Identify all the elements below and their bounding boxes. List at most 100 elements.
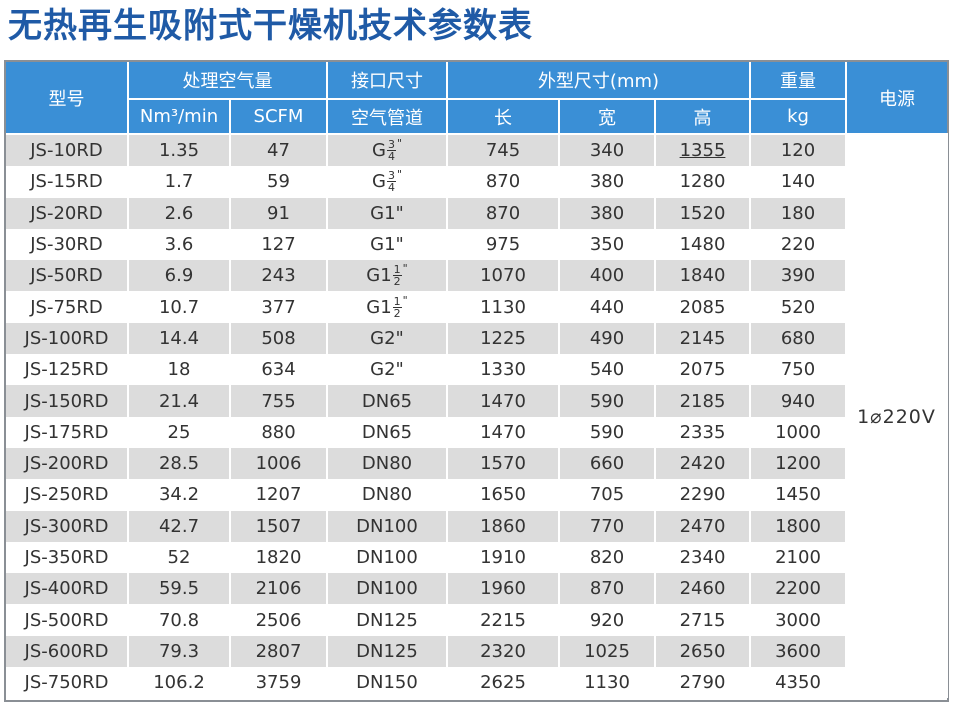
- header-port-size: 接口尺寸: [327, 62, 448, 100]
- cell-model-value: JS-175RD: [24, 421, 109, 443]
- cell-scfm-value: 2807: [255, 640, 302, 662]
- cell-width-value: 705: [589, 484, 625, 506]
- cell-port: DN65: [327, 416, 448, 448]
- cell-length: 2215: [447, 604, 560, 636]
- cell-height: 1355: [655, 134, 751, 167]
- cell-model: JS-500RD: [6, 604, 129, 636]
- cell-width-value: 590: [589, 390, 625, 412]
- cell-nm3: 106.2: [128, 667, 231, 699]
- table-row: JS-500RD 70.8 2506 DN125 2215 920 2715 3000: [6, 604, 947, 636]
- cell-width-value: 1025: [584, 640, 630, 662]
- cell-width: 490: [559, 322, 656, 355]
- cell-nm3-value: 28.5: [158, 453, 200, 475]
- cell-scfm: 508: [230, 322, 328, 355]
- cell-nm3-value: 59.5: [158, 578, 200, 600]
- cell-height: 2085: [655, 291, 751, 323]
- cell-model-value: JS-750RD: [24, 672, 109, 694]
- cell-length: 1650: [447, 479, 560, 511]
- table-row: JS-50RD 6.9 243 G1 1 2 " 1070 400 1840 390: [6, 260, 947, 292]
- cell-length-value: 1470: [480, 421, 526, 443]
- cell-port: DN125: [327, 635, 448, 668]
- cell-model-value: JS-10RD: [30, 140, 103, 162]
- cell-scfm: 2106: [230, 573, 328, 605]
- cell-port-value: G2": [370, 359, 404, 381]
- cell-port: G1 1 2 ": [327, 291, 448, 323]
- cell-length: 1960: [447, 573, 560, 605]
- cell-model-value: JS-250RD: [24, 484, 109, 506]
- cell-height-value: 1480: [679, 234, 726, 256]
- cell-scfm-value: 243: [261, 265, 296, 287]
- cell-width-value: 920: [589, 609, 625, 631]
- cell-weight-value: 390: [780, 265, 816, 287]
- cell-width-value: 340: [589, 140, 625, 162]
- cell-width: 820: [559, 541, 656, 574]
- port-prefix: G1: [366, 296, 392, 318]
- cell-height: 2715: [655, 604, 751, 636]
- cell-nm3-value: 1.7: [164, 171, 194, 193]
- cell-scfm: 243: [230, 260, 328, 292]
- cell-nm3-value: 42.7: [158, 515, 200, 537]
- cell-width: 400: [559, 260, 656, 292]
- cell-model: JS-300RD: [6, 510, 129, 542]
- cell-weight-value: 1200: [775, 453, 821, 475]
- cell-port-value: G2": [370, 327, 404, 349]
- cell-height-value: 2650: [679, 640, 726, 662]
- cell-weight-value: 140: [780, 171, 816, 193]
- cell-nm3-value: 52: [167, 547, 191, 568]
- fraction-denominator: 4: [387, 181, 395, 195]
- cell-nm3: 79.3: [128, 635, 231, 668]
- cell-scfm: 3759: [230, 667, 328, 699]
- cell-port: G1 1 2 ": [327, 260, 448, 292]
- cell-weight-value: 940: [780, 390, 816, 412]
- cell-height: 2650: [655, 635, 751, 668]
- cell-model-value: JS-500RD: [24, 609, 109, 631]
- cell-weight: 1800: [750, 510, 847, 542]
- cell-port: DN80: [327, 479, 448, 511]
- cell-weight-value: 680: [780, 327, 816, 349]
- cell-width: 870: [559, 573, 656, 605]
- cell-height: 2420: [655, 447, 751, 480]
- cell-length: 745: [447, 134, 560, 167]
- cell-port-value: DN65: [361, 421, 413, 443]
- cell-length: 1070: [447, 260, 560, 292]
- cell-nm3-value: 34.2: [158, 484, 200, 506]
- cell-height: 1520: [655, 197, 751, 229]
- cell-width: 770: [559, 510, 656, 542]
- cell-weight: 520: [750, 291, 847, 323]
- cell-length-value: 1070: [480, 265, 526, 287]
- table-row: JS-30RD 3.6 127 G1" 975 350 1480 220: [6, 228, 947, 261]
- cell-model: JS-750RD: [6, 667, 129, 699]
- cell-weight-value: 520: [780, 296, 816, 318]
- cell-nm3-value: 3.6: [164, 234, 194, 256]
- cell-height: 2290: [655, 479, 751, 511]
- header-port-pipe: 空气管道: [327, 99, 448, 135]
- port-prefix: G1: [366, 265, 392, 287]
- cell-width: 590: [559, 385, 656, 417]
- cell-length-value: 1225: [480, 327, 526, 349]
- cell-scfm: 1507: [230, 510, 328, 542]
- cell-scfm-value: 1006: [255, 453, 302, 475]
- cell-nm3-value: 1.35: [158, 140, 200, 162]
- cell-nm3: 25: [128, 416, 231, 448]
- cell-height-value: 2085: [679, 296, 726, 318]
- cell-port-value: DN100: [356, 515, 418, 537]
- cell-height-value: 1355: [679, 140, 726, 162]
- cell-model: JS-200RD: [6, 447, 129, 480]
- cell-scfm-value: 1820: [255, 547, 302, 568]
- cell-height: 2145: [655, 322, 751, 355]
- cell-length: 1470: [447, 385, 560, 417]
- cell-weight: 390: [750, 260, 847, 292]
- cell-scfm: 59: [230, 166, 328, 198]
- cell-weight: 2100: [750, 541, 847, 574]
- cell-width: 1025: [559, 635, 656, 668]
- cell-height-value: 2185: [679, 390, 726, 412]
- cell-model-value: JS-350RD: [24, 547, 109, 568]
- cell-model: JS-125RD: [6, 354, 129, 386]
- inch-mark: ": [402, 293, 408, 307]
- cell-model: JS-175RD: [6, 416, 129, 448]
- cell-length: 1130: [447, 291, 560, 323]
- cell-weight: 3000: [750, 604, 847, 636]
- cell-model: JS-10RD: [6, 134, 129, 167]
- cell-width: 920: [559, 604, 656, 636]
- cell-model: JS-600RD: [6, 635, 129, 668]
